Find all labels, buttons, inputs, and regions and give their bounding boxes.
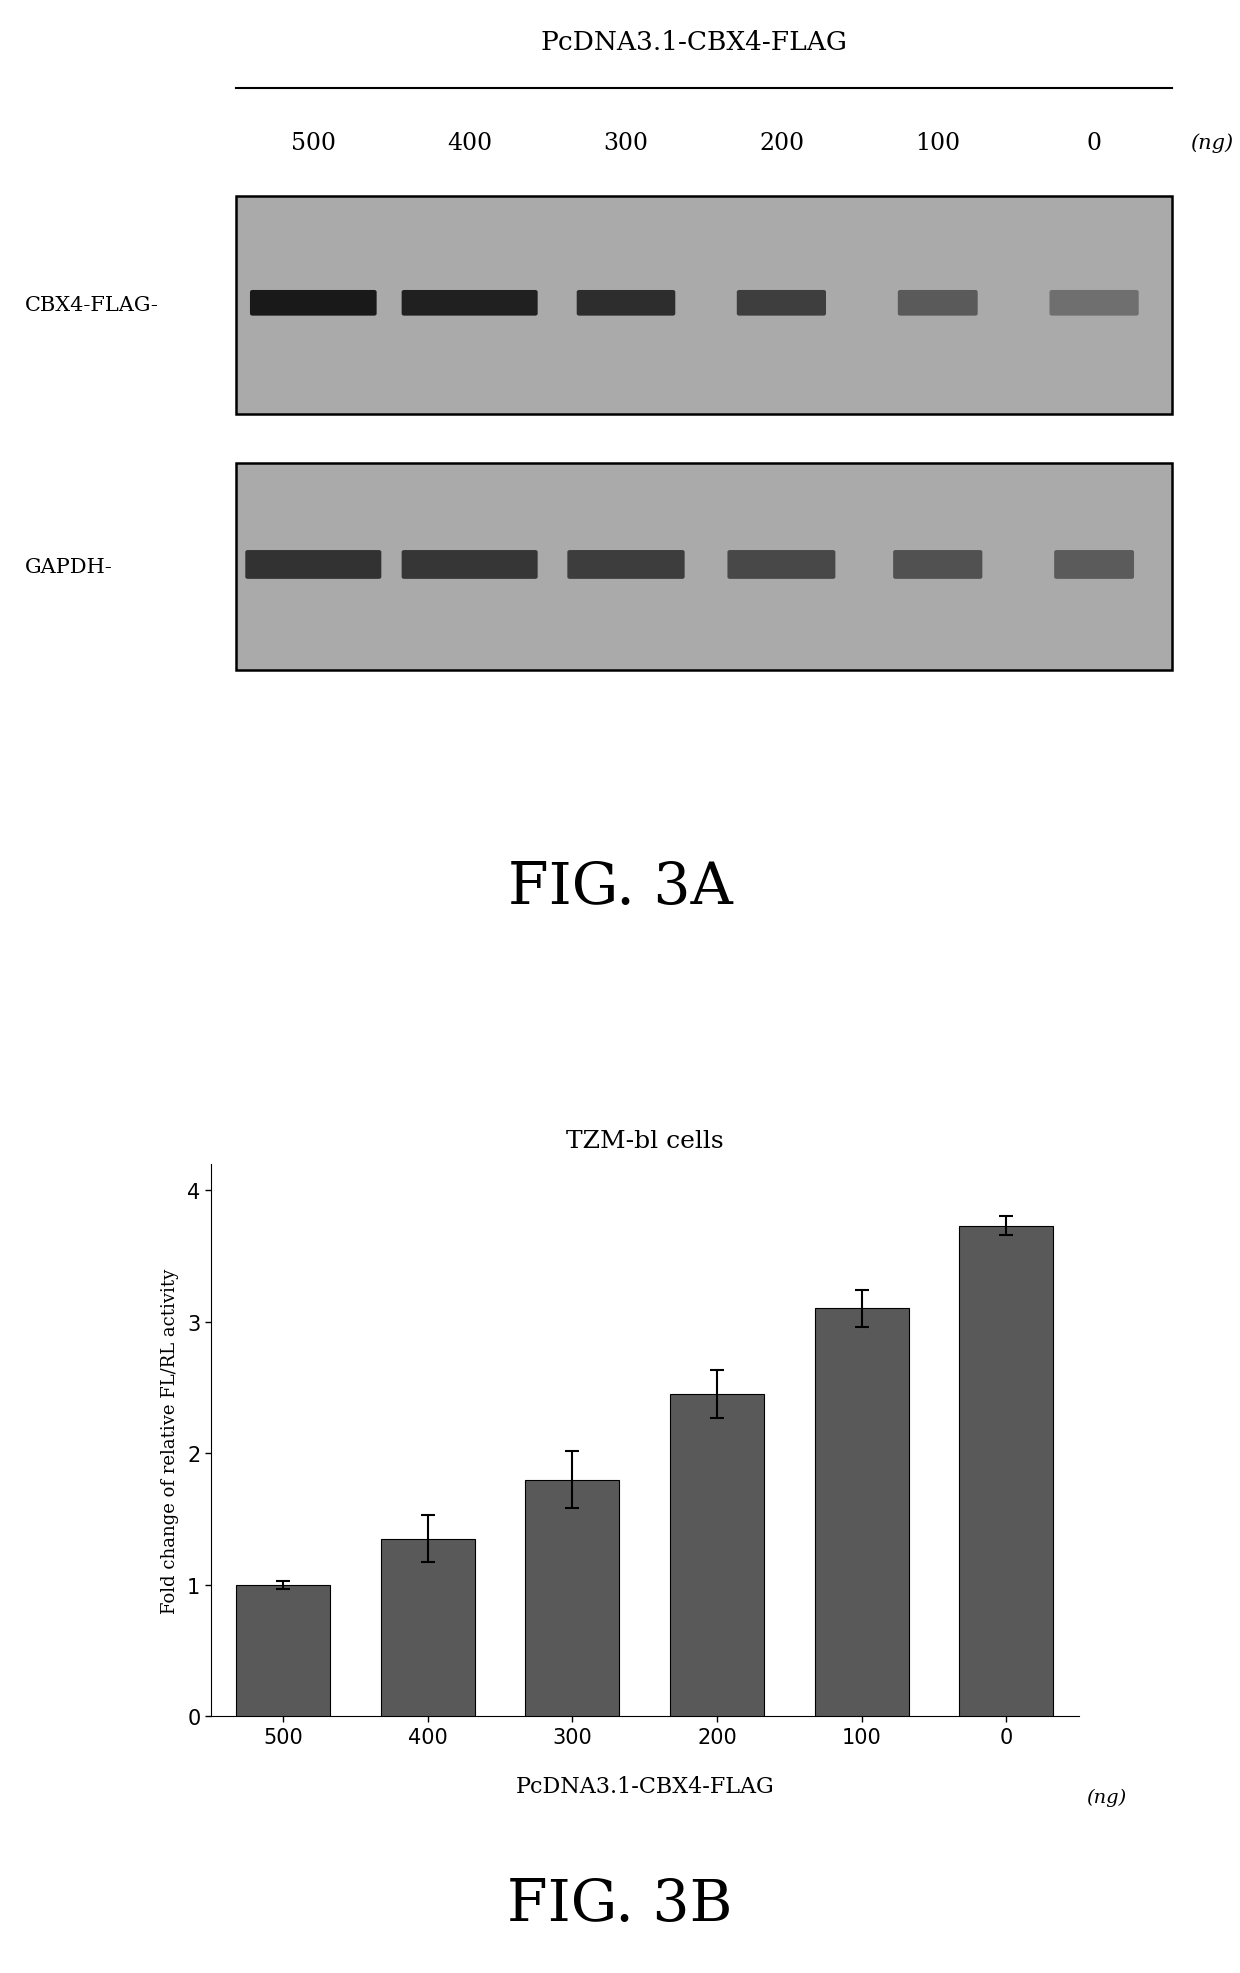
Text: (ng): (ng) xyxy=(1086,1788,1126,1807)
Bar xyxy=(236,197,1172,414)
FancyBboxPatch shape xyxy=(1049,290,1138,316)
Text: 300: 300 xyxy=(603,132,649,154)
Text: 400: 400 xyxy=(448,132,492,154)
FancyBboxPatch shape xyxy=(893,550,982,580)
FancyBboxPatch shape xyxy=(402,550,538,580)
X-axis label: PcDNA3.1-CBX4-FLAG: PcDNA3.1-CBX4-FLAG xyxy=(516,1774,774,1797)
Text: 500: 500 xyxy=(291,132,336,154)
Bar xyxy=(381,1539,475,1717)
FancyBboxPatch shape xyxy=(737,290,826,316)
FancyBboxPatch shape xyxy=(246,550,382,580)
Text: CBX4-FLAG-: CBX4-FLAG- xyxy=(25,296,159,316)
Bar xyxy=(815,1308,909,1717)
Title: TZM-bl cells: TZM-bl cells xyxy=(565,1129,724,1152)
FancyBboxPatch shape xyxy=(250,290,377,316)
Bar xyxy=(236,464,1172,671)
FancyBboxPatch shape xyxy=(728,550,836,580)
Text: (ng): (ng) xyxy=(1190,134,1234,152)
Text: FIG. 3B: FIG. 3B xyxy=(507,1876,733,1932)
Bar xyxy=(526,1480,620,1717)
FancyBboxPatch shape xyxy=(577,290,676,316)
FancyBboxPatch shape xyxy=(1054,550,1135,580)
Bar xyxy=(236,1584,330,1717)
Text: FIG. 3A: FIG. 3A xyxy=(507,860,733,915)
Text: 100: 100 xyxy=(915,132,960,154)
Text: PcDNA3.1-CBX4-FLAG: PcDNA3.1-CBX4-FLAG xyxy=(541,30,848,55)
Text: 200: 200 xyxy=(759,132,805,154)
Text: 0: 0 xyxy=(1086,132,1101,154)
Text: GAPDH-: GAPDH- xyxy=(25,558,113,576)
FancyBboxPatch shape xyxy=(898,290,977,316)
Bar xyxy=(670,1395,764,1717)
FancyBboxPatch shape xyxy=(402,290,538,316)
Bar xyxy=(960,1225,1054,1717)
Y-axis label: Fold change of relative FL/RL activity: Fold change of relative FL/RL activity xyxy=(161,1269,179,1612)
FancyBboxPatch shape xyxy=(568,550,684,580)
